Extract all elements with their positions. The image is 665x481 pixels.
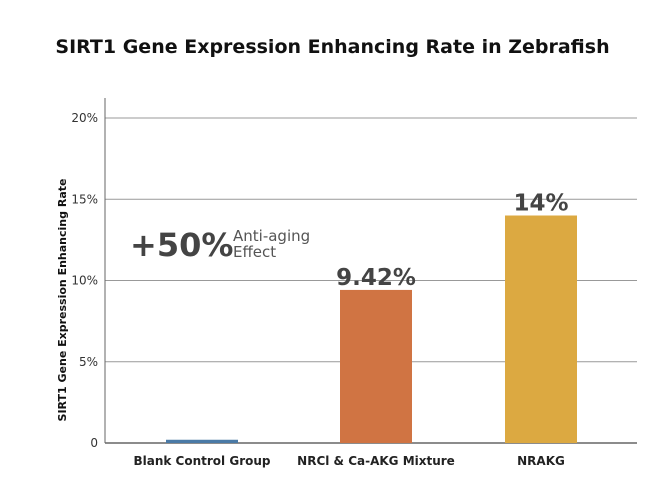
y-tick-label: 0 <box>90 436 98 450</box>
y-tick-label: 20% <box>71 111 98 125</box>
x-tick-label: NRCl & Ca-AKG Mixture <box>297 454 455 468</box>
annotation-value: +50% <box>130 226 233 264</box>
y-axis-label: SIRT1 Gene Expression Enhancing Rate <box>56 179 69 422</box>
y-tick-label: 15% <box>71 192 98 206</box>
bar <box>505 215 577 443</box>
y-tick-label: 5% <box>79 355 98 369</box>
annotation-text: Anti-aging <box>233 227 310 245</box>
chart-title: SIRT1 Gene Expression Enhancing Rate in … <box>55 36 610 58</box>
data-label: 14% <box>513 191 568 217</box>
x-tick-label: Blank Control Group <box>134 454 271 468</box>
x-tick-label: NRAKG <box>517 454 565 468</box>
data-label: 9.42% <box>336 265 416 291</box>
y-tick-label: 10% <box>71 274 98 288</box>
bar <box>166 439 238 443</box>
annotation-text: Effect <box>233 243 276 261</box>
bar <box>340 289 412 443</box>
